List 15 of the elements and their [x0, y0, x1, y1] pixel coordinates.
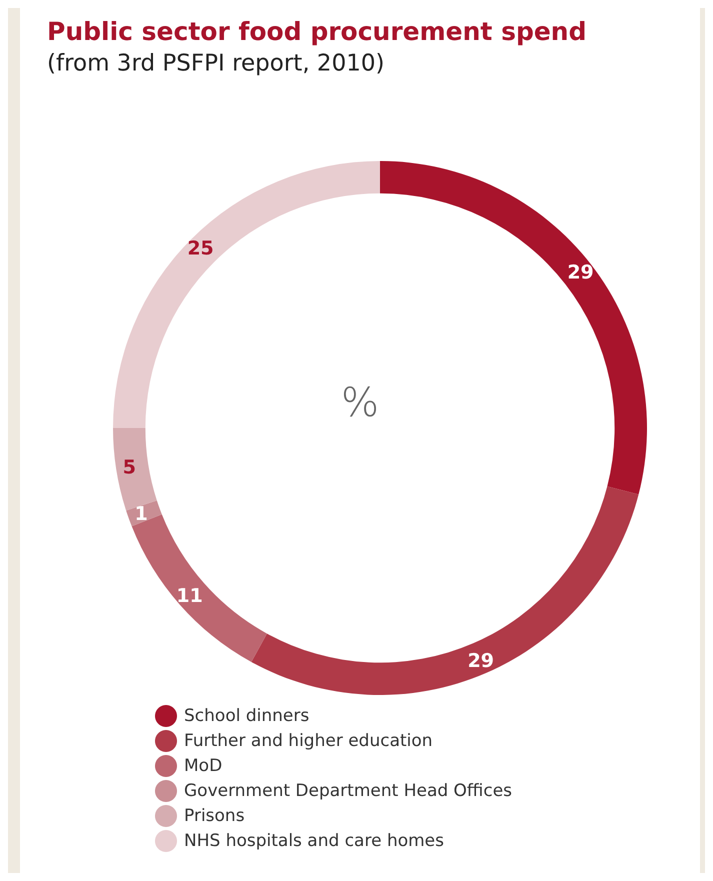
data-label: 1: [134, 502, 148, 525]
text: %: [340, 380, 380, 426]
legend-label: MoD: [184, 756, 222, 776]
data-label: 29: [468, 650, 494, 672]
data-label: 25: [187, 238, 214, 260]
chart-title: Public sector food procurement spend: [47, 17, 587, 46]
legend-label: School dinners: [184, 706, 310, 726]
legend-label: Government Department Head Offices: [184, 781, 512, 801]
data-label: 11: [176, 584, 203, 607]
legend-label: Prisons: [184, 806, 245, 826]
legend-label: Further and higher education: [184, 731, 433, 751]
data-label: 5: [122, 456, 136, 479]
legend-label: NHS hospitals and care homes: [184, 831, 444, 851]
data-label: 29: [567, 261, 594, 284]
chart-subtitle: (from 3rd PSFPI report, 2010): [47, 50, 384, 76]
